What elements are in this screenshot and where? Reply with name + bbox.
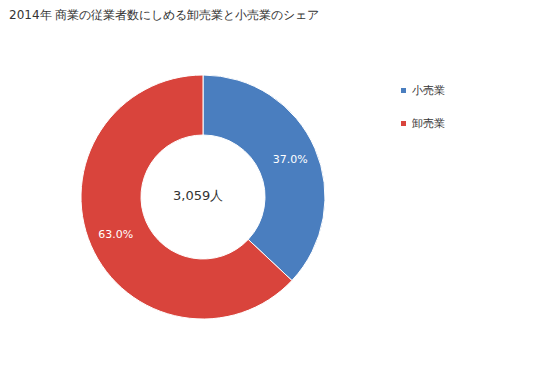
svg-text:小売業: 小売業 (412, 84, 445, 97)
svg-text:63.0%: 63.0% (98, 228, 133, 241)
svg-text:2014年 商業の従業者数にしめる卸売業と小売業のシェア: 2014年 商業の従業者数にしめる卸売業と小売業のシェア (9, 8, 319, 22)
svg-text:37.0%: 37.0% (273, 153, 308, 166)
svg-text:卸売業: 卸売業 (412, 117, 445, 130)
svg-text:3,059人: 3,059人 (173, 188, 223, 203)
